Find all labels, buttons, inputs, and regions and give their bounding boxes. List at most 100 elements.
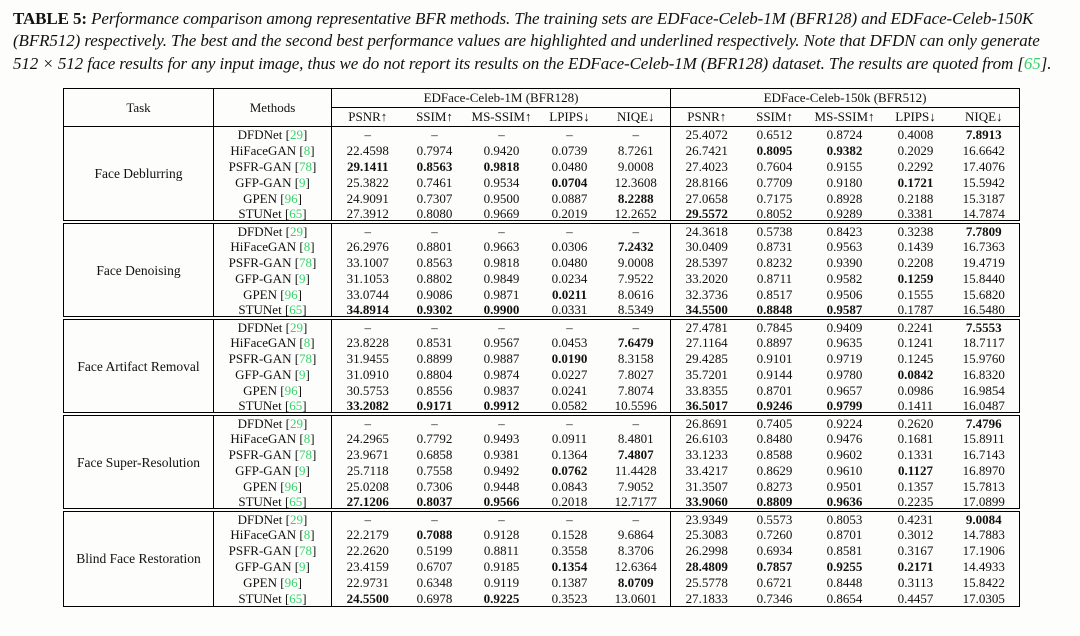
metric-value-cell: 29.1411	[332, 158, 404, 174]
metric-value-cell: 0.1528	[538, 526, 602, 542]
best-value: 0.0190	[551, 350, 588, 366]
caption-body: Performance comparison among representat…	[13, 9, 1040, 73]
table-row: HiFaceGAN [8] 23.8228 0.8531 0.9567 0.0453 7.…	[64, 334, 1020, 351]
metric-value-cell: 0.8811	[466, 542, 538, 558]
metric-value-cell: 0.9871	[466, 286, 538, 303]
metric-value-cell: 0.7346	[743, 590, 807, 607]
metric-value: 15.8911	[962, 430, 1005, 446]
metric-value-cell: 0.1681	[883, 430, 949, 446]
citation-ref[interactable]: 65	[289, 494, 303, 509]
col-header-msssim-128: MS-SSIM↑	[465, 107, 538, 127]
metric-value-cell: 0.5199	[404, 542, 466, 558]
method-name: HiFaceGAN [	[230, 430, 304, 446]
table-row: GFP-GAN [9] 23.4159 0.6707 0.9185 0.1354 12.6…	[64, 558, 1020, 575]
metric-value-cell: 22.2179	[332, 526, 404, 542]
citation-ref[interactable]: 96	[284, 382, 298, 398]
metric-value: 0.1245	[897, 350, 934, 366]
metric-value: 0.2620	[897, 415, 934, 431]
method-name: GPEN [	[243, 190, 285, 206]
citation-ref[interactable]: 29	[290, 415, 303, 431]
citation-ref[interactable]: 29	[290, 223, 303, 239]
best-value: 28.4809	[685, 558, 728, 574]
metric-value-cell: 0.1245	[883, 350, 949, 366]
citation-ref[interactable]: 96	[284, 190, 298, 206]
second-best-value: 0.0234	[551, 270, 588, 287]
metric-value-cell: 28.8166	[671, 174, 743, 191]
citation-ref[interactable]: 65	[289, 302, 303, 317]
metric-value-cell: 0.8654	[807, 590, 883, 606]
citation-ref[interactable]: 9	[299, 270, 306, 286]
table-row: PSFR-GAN [78] 31.9455 0.8899 0.9887 0.0190 8.…	[64, 350, 1020, 367]
metric-value-cell: 15.7813	[949, 478, 1020, 495]
citation-ref[interactable]: 8	[303, 142, 311, 158]
metric-value-cell: 28.4809	[671, 558, 743, 574]
citation-ref[interactable]: 9	[299, 174, 306, 190]
metric-value-cell: –	[331, 220, 404, 239]
metric-value-cell: 31.3507	[671, 478, 743, 494]
citation-ref[interactable]: 65	[1023, 53, 1041, 73]
citation-ref[interactable]: 65	[289, 590, 303, 606]
metric-value-cell: 23.8228	[332, 334, 404, 350]
metric-value: 0.6858	[416, 446, 453, 462]
citation-ref[interactable]: 78	[299, 158, 313, 174]
citation-ref[interactable]: 9	[299, 558, 306, 574]
metric-value-cell: 0.9587	[807, 302, 883, 318]
metric-value-cell: –	[601, 126, 672, 143]
citation-ref[interactable]: 96	[284, 286, 298, 302]
metric-value-cell: 0.7306	[404, 478, 466, 494]
metric-value: 12.2652	[614, 206, 657, 221]
metric-value-cell: 0.1411	[883, 398, 949, 414]
table-row: PSFR-GAN [78] 23.9671 0.6858 0.9381 0.1364 7.…	[64, 446, 1020, 463]
citation-ref[interactable]: 29	[290, 127, 303, 143]
metric-value: 0.8711	[756, 270, 793, 286]
citation-ref[interactable]: 96	[284, 478, 298, 494]
metric-value: 24.9091	[346, 190, 389, 206]
citation-ref[interactable]: 78	[299, 446, 313, 462]
citation-ref[interactable]: 8	[303, 238, 311, 254]
metric-value: –	[566, 223, 573, 239]
best-value: 7.6479	[617, 334, 654, 350]
metric-value-cell: 7.4807	[601, 446, 672, 463]
metric-value: –	[364, 223, 372, 239]
metric-value: 0.8053	[826, 511, 863, 527]
citation-ref[interactable]: 78	[299, 542, 313, 558]
col-header-msssim-512: MS-SSIM↑	[806, 107, 883, 127]
citation-ref[interactable]: 9	[299, 366, 306, 382]
citation-ref[interactable]: 65	[289, 398, 303, 413]
citation-ref[interactable]: 8	[303, 526, 311, 542]
metric-value-cell: 7.8074	[601, 382, 672, 399]
best-value: 0.9382	[826, 142, 863, 158]
metric-value: 12.3608	[614, 174, 657, 190]
citation-ref[interactable]: 8	[303, 334, 311, 350]
metric-value: 0.9409	[826, 319, 863, 335]
citation-ref[interactable]: 29	[290, 511, 303, 527]
citation-ref[interactable]: 9	[299, 462, 306, 478]
metric-value-cell: 0.8517	[743, 286, 807, 302]
best-value: 0.9566	[483, 494, 520, 509]
metric-value-cell: 0.0986	[883, 382, 949, 399]
citation-bracket: ]	[305, 366, 310, 382]
citation-ref[interactable]: 96	[284, 574, 298, 590]
best-value: 0.9255	[826, 558, 863, 574]
metric-value-cell: 27.1206	[332, 494, 404, 510]
metric-value-cell: 25.0208	[332, 478, 404, 494]
metric-value-cell: 0.9635	[807, 334, 883, 350]
metric-value: 0.7461	[416, 174, 453, 190]
citation-ref[interactable]: 8	[303, 430, 311, 446]
citation-ref[interactable]: 65	[289, 206, 303, 221]
metric-value: 0.7306	[416, 478, 453, 494]
metric-value-cell: 0.8928	[807, 190, 883, 206]
method-name: GFP-GAN [	[235, 270, 300, 286]
best-value: 0.0211	[551, 286, 588, 302]
best-value: 0.2171	[897, 558, 934, 574]
task-cell: Blind Face Restoration	[63, 508, 214, 607]
method-cell: STUNet [65]	[213, 494, 332, 511]
metric-value-cell: 8.7261	[601, 142, 672, 159]
citation-ref[interactable]: 78	[299, 350, 313, 366]
metric-value-cell: 24.3618	[670, 220, 743, 239]
metric-value: 0.9492	[483, 462, 520, 478]
metric-value-cell: –	[404, 126, 466, 142]
citation-ref[interactable]: 78	[299, 254, 313, 270]
metric-value: –	[632, 319, 640, 335]
citation-ref[interactable]: 29	[290, 319, 303, 335]
